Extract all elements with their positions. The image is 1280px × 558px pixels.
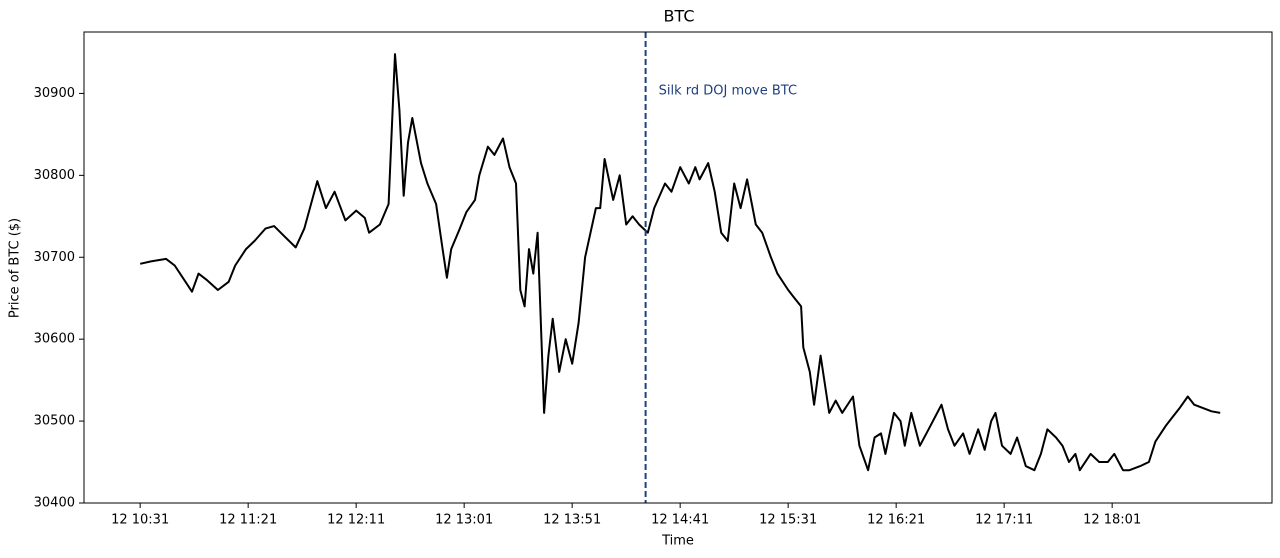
y-axis-label: Price of BTC ($) (8, 218, 23, 318)
y-tick-label: 30400 (34, 496, 75, 511)
y-tick-label: 30700 (34, 250, 75, 265)
plot-frame (83, 31, 1273, 504)
event-label: Silk rd DOJ move BTC (659, 84, 797, 99)
x-axis-label: Time (661, 534, 694, 549)
chart-title: BTC (664, 7, 695, 26)
x-tick-label: 12 13:51 (543, 513, 601, 528)
x-tick-label: 12 14:41 (651, 513, 709, 528)
x-tick-label: 12 13:01 (435, 513, 493, 528)
x-tick-label: 12 12:11 (327, 513, 385, 528)
x-tick-label: 12 18:01 (1083, 513, 1141, 528)
y-tick-label: 30800 (34, 168, 75, 183)
y-tick-label: 30500 (34, 414, 75, 429)
x-tick-label: 12 10:31 (111, 513, 169, 528)
y-tick-label: 30900 (34, 86, 75, 101)
x-tick-label: 12 17:11 (975, 513, 1033, 528)
y-tick-label: 30600 (34, 332, 75, 347)
x-tick-label: 12 11:21 (219, 513, 277, 528)
price-line (139, 53, 1221, 472)
x-tick-label: 12 16:21 (867, 513, 925, 528)
x-tick-label: 12 15:31 (759, 513, 817, 528)
